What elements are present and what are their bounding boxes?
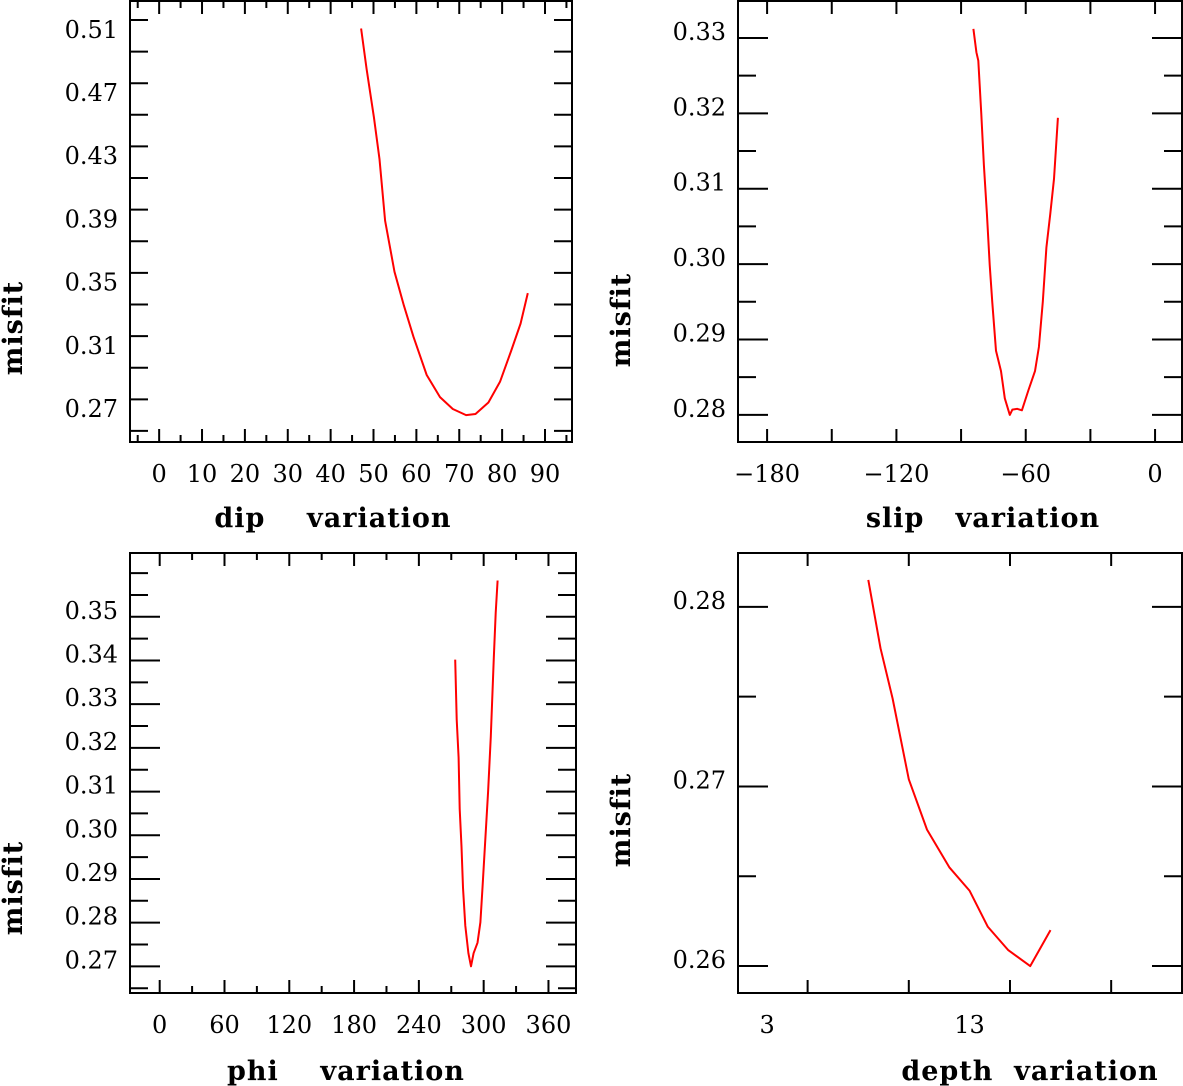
y-axis-label: misfit xyxy=(0,281,29,375)
x-tick-label: 240 xyxy=(396,1011,442,1039)
depth-misfit-curve xyxy=(867,579,1052,968)
x-tick-label: 180 xyxy=(331,1011,377,1039)
x-tick-label: 30 xyxy=(272,460,303,488)
x-tick-label: 0 xyxy=(152,1011,167,1039)
x-tick-label: 70 xyxy=(444,460,475,488)
panel-phi: 0 60 120 180 240 300 360 0.27 0.28 0.29 0.30 0.31 0.… xyxy=(0,552,577,1086)
y-tick-label: 0.32 xyxy=(673,93,726,121)
y-tick-label: 0.28 xyxy=(673,395,726,423)
y-tick-label: 0.29 xyxy=(65,859,118,887)
y-tick-label: 0.31 xyxy=(65,332,118,360)
y-tick-label: 0.29 xyxy=(673,319,726,347)
y-tick-label: 0.33 xyxy=(65,684,118,712)
x-tick-label: −60 xyxy=(1000,460,1051,488)
y-tick-label: 0.27 xyxy=(65,946,118,974)
plot-frame xyxy=(737,552,1183,994)
slip-misfit-curve xyxy=(972,28,1059,416)
x-tick-label: 10 xyxy=(187,460,218,488)
plot-frame xyxy=(737,0,1183,443)
x-tick-label: 40 xyxy=(315,460,346,488)
y-tick-label: 0.39 xyxy=(65,205,118,233)
y-tick-label: 0.35 xyxy=(65,269,118,297)
x-tick-label: 13 xyxy=(954,1011,985,1039)
plot-frame xyxy=(129,0,573,443)
plot-frame xyxy=(129,552,577,994)
x-tick-label: 50 xyxy=(358,460,389,488)
y-tick-label: 0.26 xyxy=(673,946,726,974)
dip-misfit-curve xyxy=(360,28,529,417)
x-tick-label: 300 xyxy=(461,1011,507,1039)
y-tick-label: 0.28 xyxy=(65,903,118,931)
x-tick-label: 0 xyxy=(1147,460,1162,488)
y-tick-label: 0.28 xyxy=(673,587,726,615)
y-tick-label: 0.32 xyxy=(65,728,118,756)
y-tick-label: 0.27 xyxy=(65,395,118,423)
x-tick-label: 80 xyxy=(487,460,518,488)
y-tick-label: 0.43 xyxy=(65,142,118,170)
x-tick-label: 120 xyxy=(266,1011,312,1039)
y-tick-label: 0.27 xyxy=(673,766,726,794)
panel-dip: 0 10 20 30 40 50 60 70 80 90 0.27 0.31 0.35 0.39 0.43 0… xyxy=(0,0,573,534)
x-axis-label: dip variation xyxy=(214,503,451,534)
y-tick-label: 0.30 xyxy=(673,244,726,272)
y-tick-label: 0.31 xyxy=(673,169,726,197)
x-tick-label: 3 xyxy=(760,1011,775,1039)
x-tick-label: −180 xyxy=(734,460,800,488)
x-axis-label: depth variation xyxy=(901,1056,1158,1086)
x-tick-label: 0 xyxy=(152,460,167,488)
y-tick-label: 0.51 xyxy=(65,16,118,44)
x-tick-label: 60 xyxy=(401,460,432,488)
x-axis-label: slip variation xyxy=(866,503,1100,534)
x-tick-label: 20 xyxy=(230,460,261,488)
x-tick-label: 90 xyxy=(530,460,561,488)
x-tick-label: −120 xyxy=(863,460,929,488)
y-tick-label: 0.35 xyxy=(65,597,118,625)
panel-slip: −180 −120 −60 0 0.28 0.29 0.30 0.31 0.32 0.33 slip… xyxy=(606,0,1183,534)
y-tick-label: 0.33 xyxy=(673,18,726,46)
y-tick-label: 0.47 xyxy=(65,79,118,107)
x-tick-label: 60 xyxy=(209,1011,240,1039)
panel-depth: 3 13 0.26 0.27 0.28 depth variation misfit xyxy=(606,552,1183,1086)
y-tick-label: 0.30 xyxy=(65,815,118,843)
y-axis-label: misfit xyxy=(606,273,637,367)
x-axis-label: phi variation xyxy=(227,1056,465,1086)
y-tick-label: 0.34 xyxy=(65,640,118,668)
y-axis-label: misfit xyxy=(0,841,29,935)
y-axis-label: misfit xyxy=(606,773,637,867)
x-tick-label: 360 xyxy=(526,1011,572,1039)
y-tick-label: 0.31 xyxy=(65,772,118,800)
phi-misfit-curve xyxy=(454,580,499,968)
